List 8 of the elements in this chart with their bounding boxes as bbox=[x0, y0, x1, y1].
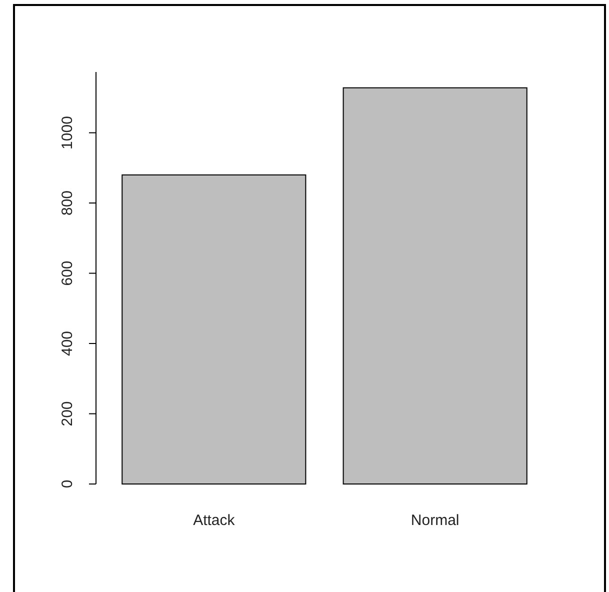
x-tick-label: Attack bbox=[193, 512, 236, 529]
y-tick-label: 200 bbox=[59, 401, 76, 426]
y-tick-label: 0 bbox=[59, 480, 76, 488]
y-tick-label: 800 bbox=[59, 190, 76, 216]
x-tick-label: Normal bbox=[410, 512, 460, 529]
y-tick-label: 600 bbox=[59, 260, 76, 286]
y-tick-label: 400 bbox=[59, 330, 76, 356]
y-tick-label: 1000 bbox=[59, 116, 76, 150]
